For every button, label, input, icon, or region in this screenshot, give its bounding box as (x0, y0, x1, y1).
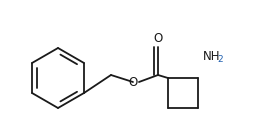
Text: O: O (128, 76, 138, 88)
Text: 2: 2 (217, 55, 223, 63)
Text: NH: NH (203, 50, 220, 62)
Text: O: O (153, 32, 163, 46)
